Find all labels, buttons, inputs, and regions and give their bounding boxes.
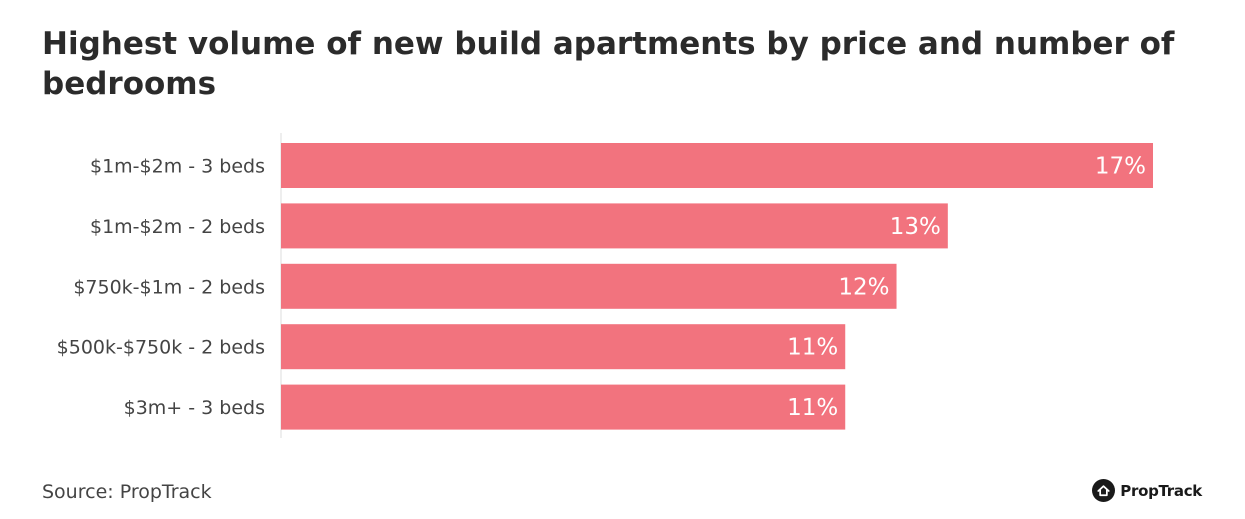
bar: [281, 143, 1153, 188]
bars-layer: 17% 13% 12% 11% 11%: [281, 143, 1153, 430]
bar: [281, 203, 948, 249]
proptrack-logo: PropTrack: [1092, 479, 1202, 502]
category-label: $3m+ - 3 beds: [124, 397, 265, 419]
bar-value-label: 12%: [838, 274, 889, 300]
house-icon: [1092, 479, 1116, 502]
category-label: $1m-$2m - 2 beds: [90, 216, 265, 238]
category-label: $500k-$750k - 2 beds: [57, 337, 265, 359]
category-labels-layer: $1m-$2m - 3 beds $1m-$2m - 2 beds $750k-$1…: [57, 156, 265, 420]
bar: [281, 263, 897, 309]
bar-value-label: 17%: [1095, 154, 1146, 180]
bar-value-label: 11%: [787, 395, 838, 421]
category-label: $1m-$2m - 3 beds: [90, 156, 265, 178]
logo-text: PropTrack: [1120, 481, 1202, 500]
bar-value-label: 13%: [890, 214, 941, 240]
bar: [281, 384, 846, 430]
category-label: $750k-$1m - 2 beds: [73, 276, 265, 298]
bar: [281, 324, 846, 370]
chart-title: Highest volume of new build apartments b…: [42, 26, 1175, 102]
source-note: Source: PropTrack: [42, 481, 212, 503]
bar-value-label: 11%: [787, 335, 838, 361]
